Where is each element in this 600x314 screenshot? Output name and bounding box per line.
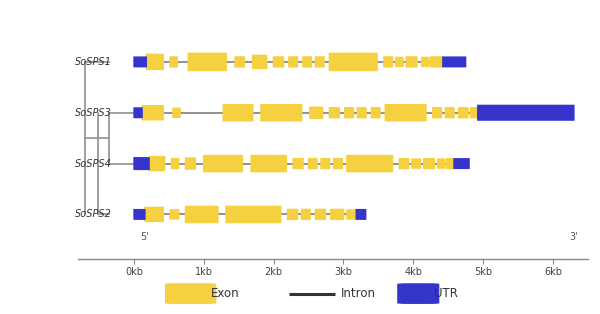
FancyBboxPatch shape	[346, 209, 357, 219]
FancyBboxPatch shape	[250, 155, 287, 172]
FancyBboxPatch shape	[423, 158, 435, 169]
Text: SoSPS1: SoSPS1	[74, 57, 112, 67]
Text: Exon: Exon	[211, 287, 239, 300]
FancyBboxPatch shape	[169, 56, 178, 68]
Text: UTR: UTR	[434, 287, 458, 300]
FancyBboxPatch shape	[146, 54, 164, 70]
FancyBboxPatch shape	[421, 57, 430, 67]
FancyBboxPatch shape	[442, 57, 466, 68]
FancyBboxPatch shape	[148, 156, 166, 171]
FancyBboxPatch shape	[383, 56, 393, 68]
FancyBboxPatch shape	[292, 158, 304, 169]
FancyBboxPatch shape	[411, 158, 421, 169]
FancyBboxPatch shape	[356, 107, 367, 118]
FancyBboxPatch shape	[260, 104, 302, 122]
FancyBboxPatch shape	[171, 158, 179, 169]
FancyBboxPatch shape	[308, 158, 318, 169]
Text: 3': 3'	[570, 232, 578, 242]
FancyBboxPatch shape	[185, 157, 196, 170]
FancyBboxPatch shape	[144, 207, 164, 222]
FancyBboxPatch shape	[432, 107, 442, 118]
FancyBboxPatch shape	[314, 209, 326, 220]
FancyBboxPatch shape	[437, 158, 446, 169]
FancyBboxPatch shape	[169, 209, 179, 219]
Text: Intron: Intron	[341, 287, 376, 300]
FancyBboxPatch shape	[385, 104, 427, 122]
FancyBboxPatch shape	[273, 56, 284, 68]
Text: 5': 5'	[140, 232, 149, 242]
Text: SoSPS3: SoSPS3	[74, 108, 112, 118]
FancyBboxPatch shape	[188, 53, 227, 71]
FancyBboxPatch shape	[309, 106, 323, 119]
FancyBboxPatch shape	[225, 206, 281, 223]
FancyBboxPatch shape	[430, 56, 443, 68]
FancyBboxPatch shape	[203, 155, 243, 172]
FancyBboxPatch shape	[458, 107, 469, 118]
FancyBboxPatch shape	[314, 56, 325, 68]
FancyBboxPatch shape	[445, 107, 455, 118]
FancyBboxPatch shape	[397, 283, 439, 304]
FancyBboxPatch shape	[165, 283, 216, 304]
FancyBboxPatch shape	[252, 55, 268, 69]
FancyBboxPatch shape	[344, 107, 354, 118]
FancyBboxPatch shape	[346, 155, 393, 172]
FancyBboxPatch shape	[133, 157, 150, 170]
FancyBboxPatch shape	[133, 107, 143, 118]
FancyBboxPatch shape	[320, 158, 331, 169]
FancyBboxPatch shape	[288, 56, 298, 68]
Text: SoSPS4: SoSPS4	[74, 159, 112, 169]
FancyBboxPatch shape	[133, 209, 146, 220]
FancyBboxPatch shape	[330, 209, 344, 220]
FancyBboxPatch shape	[355, 209, 367, 220]
FancyBboxPatch shape	[142, 105, 164, 121]
FancyBboxPatch shape	[223, 104, 253, 122]
FancyBboxPatch shape	[287, 209, 298, 220]
FancyBboxPatch shape	[398, 158, 409, 169]
FancyBboxPatch shape	[446, 158, 455, 169]
FancyBboxPatch shape	[301, 209, 311, 220]
FancyBboxPatch shape	[406, 56, 418, 68]
FancyBboxPatch shape	[333, 158, 343, 169]
FancyBboxPatch shape	[172, 108, 181, 118]
FancyBboxPatch shape	[133, 57, 147, 68]
FancyBboxPatch shape	[302, 56, 312, 68]
FancyBboxPatch shape	[470, 107, 478, 118]
FancyBboxPatch shape	[329, 53, 378, 71]
Text: SoSPS2: SoSPS2	[74, 209, 112, 219]
FancyBboxPatch shape	[329, 107, 340, 118]
FancyBboxPatch shape	[395, 57, 404, 67]
FancyBboxPatch shape	[235, 56, 245, 68]
FancyBboxPatch shape	[371, 107, 380, 118]
FancyBboxPatch shape	[454, 158, 470, 169]
FancyBboxPatch shape	[477, 105, 575, 121]
FancyBboxPatch shape	[185, 206, 218, 223]
